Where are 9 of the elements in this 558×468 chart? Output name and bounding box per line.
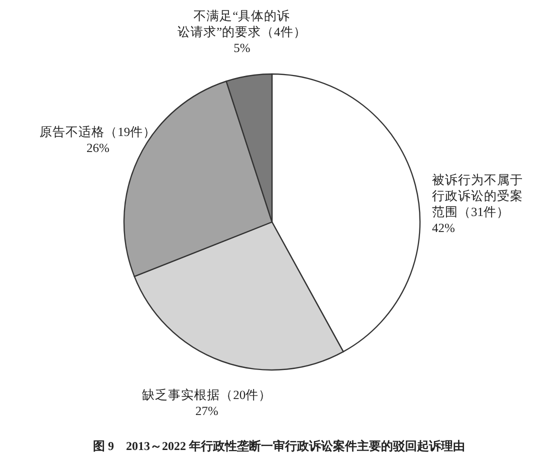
text: 图 9 2013～2022 年行政性垄断一审行政诉讼案件主要的驳回起诉理由 <box>93 439 465 453</box>
slice-label: 缺乏事实根据（20件） <box>142 388 272 402</box>
slice-label: 被诉行为不属于行政诉讼的受案范围（31件） <box>432 173 523 220</box>
data-label: 26% <box>86 141 110 156</box>
data-label: 42% <box>432 221 455 236</box>
slice-label: 原告不适格（19件） <box>40 125 156 140</box>
slice-label: 不满足“具体的诉讼请求”的要求（4件） <box>177 8 306 39</box>
data-label: 27% <box>195 404 218 418</box>
data-label: 5% <box>234 40 250 55</box>
